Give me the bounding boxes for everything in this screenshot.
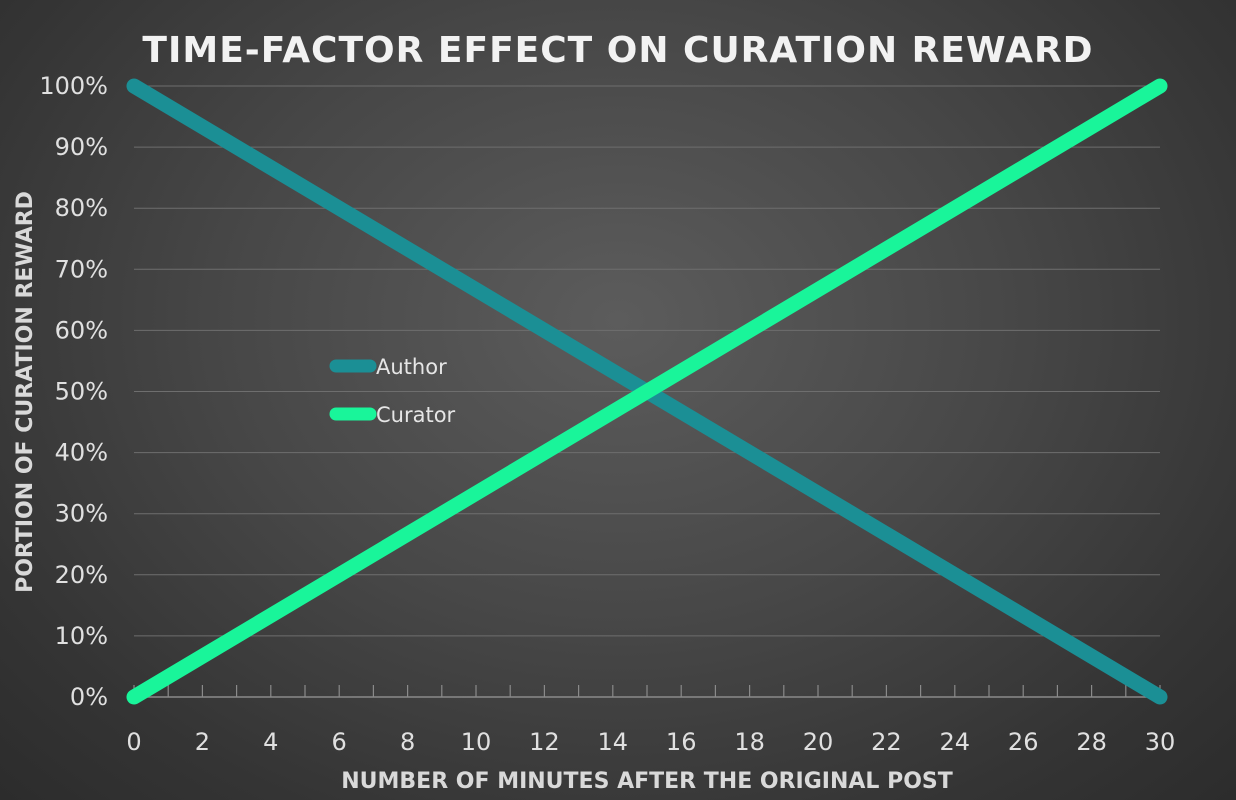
x-tick-label: 26 (1008, 728, 1039, 756)
y-tick-label: 90% (55, 133, 108, 161)
x-axis-title: NUMBER OF MINUTES AFTER THE ORIGINAL POS… (341, 769, 953, 794)
series-line-curator (126, 78, 1168, 705)
y-tick-label: 60% (55, 316, 108, 344)
x-tick-label: 30 (1145, 728, 1176, 756)
x-tick-label: 28 (1076, 728, 1107, 756)
x-axis-tick-labels: 0 2 4 6 8 10 12 14 16 18 20 22 24 26 28 30 (126, 728, 1175, 756)
x-tick-label: 16 (666, 728, 697, 756)
x-tick-label: 14 (598, 728, 629, 756)
series-lines (126, 78, 1168, 705)
x-tick-label: 24 (940, 728, 971, 756)
legend-label: Author (376, 355, 447, 379)
x-tick-label: 20 (803, 728, 834, 756)
x-tick-label: 8 (400, 728, 415, 756)
legend-label: Curator (376, 403, 456, 427)
y-tick-label: 0% (70, 683, 108, 711)
y-axis-tick-labels: 0% 10% 20% 30% 40% 50% 60% 70% 80% 90% 100% (39, 72, 108, 711)
y-axis-title: PORTION OF CURATION REWARD (13, 191, 38, 593)
x-tick-label: 12 (529, 728, 560, 756)
y-tick-label: 80% (55, 194, 108, 222)
y-tick-label: 30% (55, 500, 108, 528)
x-tick-label: 10 (461, 728, 492, 756)
x-tick-label: 22 (871, 728, 902, 756)
legend: Author Curator (329, 355, 456, 427)
y-tick-label: 20% (55, 561, 108, 589)
legend-item-author: Author (329, 355, 447, 379)
y-tick-label: 40% (55, 439, 108, 467)
legend-item-curator: Curator (329, 403, 456, 427)
x-axis (133, 685, 1161, 698)
chart-title: TIME-FACTOR EFFECT ON CURATION REWARD (142, 30, 1093, 71)
x-tick-label: 2 (195, 728, 210, 756)
y-tick-label: 100% (39, 72, 108, 100)
x-tick-label: 4 (263, 728, 278, 756)
x-tick-label: 0 (126, 728, 141, 756)
y-tick-label: 70% (55, 255, 108, 283)
y-tick-label: 50% (55, 378, 108, 406)
y-tick-label: 10% (55, 622, 108, 650)
x-tick-label: 6 (332, 728, 347, 756)
x-tick-label: 18 (734, 728, 765, 756)
gridlines (134, 85, 1160, 637)
